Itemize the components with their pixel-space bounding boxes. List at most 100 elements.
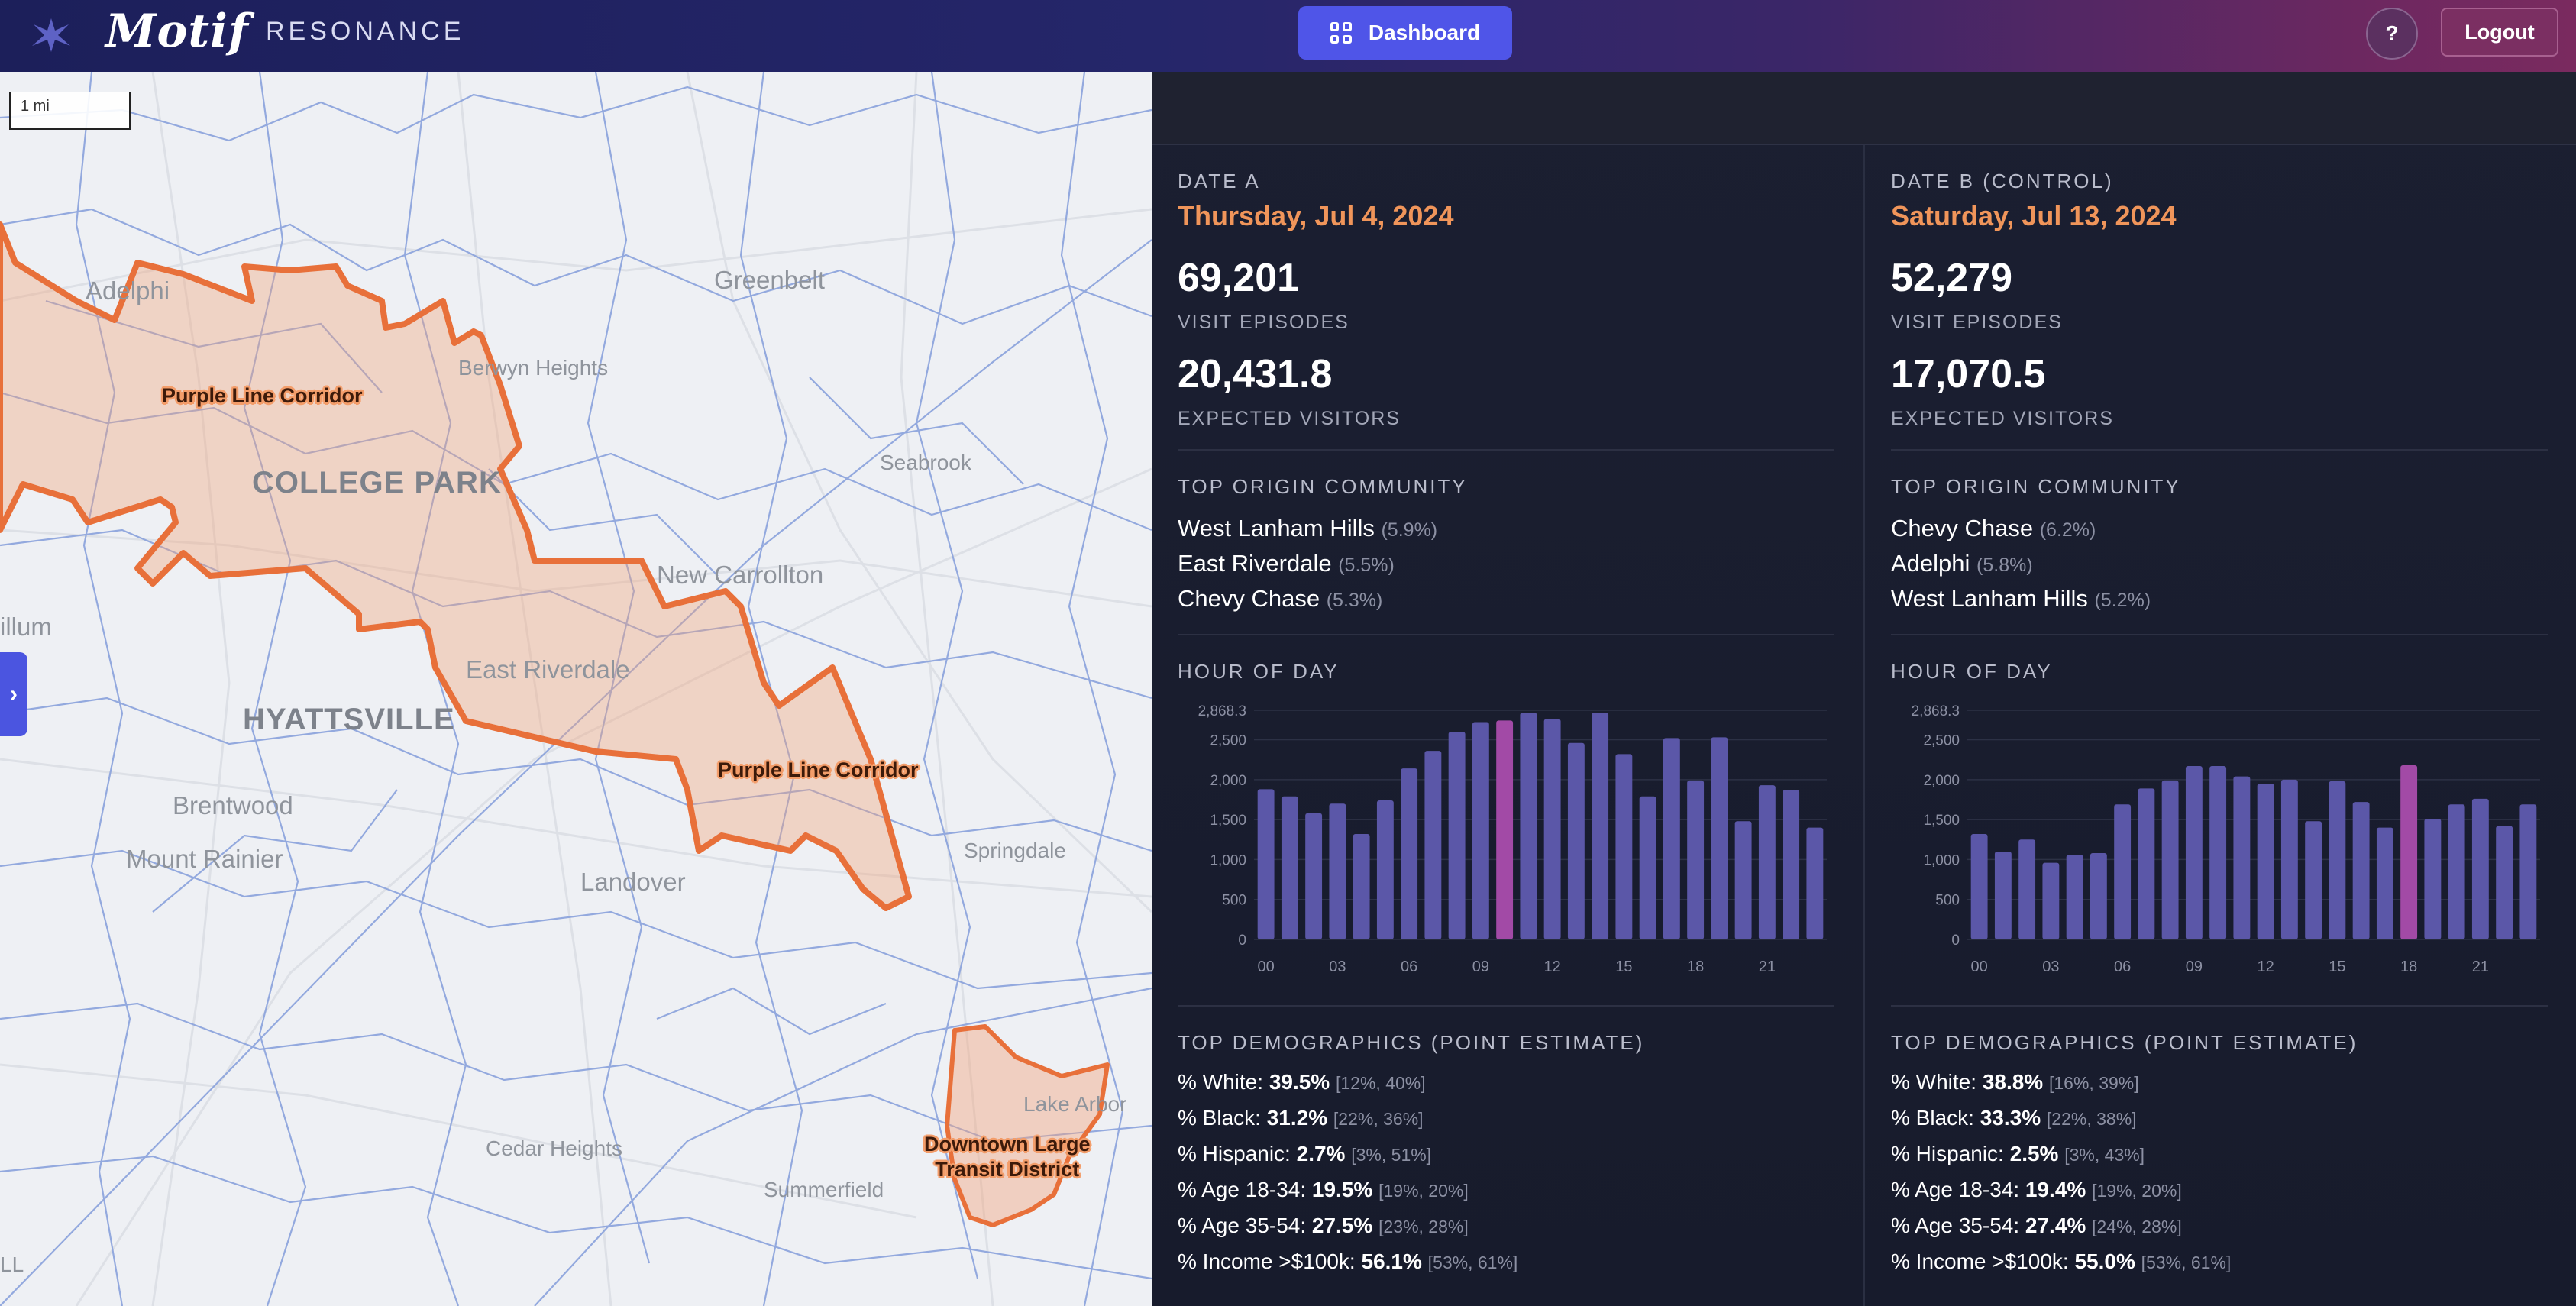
demo-value: 33.3% [1980,1106,2041,1130]
chart-bar[interactable] [1970,833,1988,939]
chart-bar[interactable] [1711,737,1728,939]
chart-bar[interactable] [1734,821,1752,939]
dashboard-button[interactable]: Dashboard [1298,6,1512,60]
help-button[interactable]: ? [2366,8,2418,60]
chart-bar[interactable] [1424,751,1442,939]
dashboard-grid-icon [1330,22,1352,44]
brand-star-icon [32,18,70,52]
map-scale-bar: 1 mi [9,92,131,130]
date-b-visit-episodes: 52,279 [1891,256,2013,300]
chart-bar[interactable] [2090,853,2107,939]
chart-bar[interactable] [2329,781,2346,939]
date-b-date: Saturday, Jul 13, 2024 [1891,200,2177,231]
date-a-visit-episodes-label: VISIT EPISODES [1178,312,1349,333]
chart-x-tick-label: 21 [2472,958,2489,975]
chart-bar[interactable] [1639,796,1656,939]
chart-bar[interactable] [2400,765,2418,939]
demo-row: % Black: 33.3% [22%, 38%] [1891,1101,2231,1136]
chart-bar[interactable] [1592,712,1609,939]
place-lake-arbor: Lake Arbor [1023,1092,1127,1116]
sidebar-toggle-button[interactable]: › [0,652,27,736]
demo-value: 56.1% [1361,1249,1422,1273]
panel-header [1152,72,2576,145]
polygon-label-corridor-1[interactable]: Purple Line Corridor [162,384,363,407]
chart-bar[interactable] [1448,732,1466,939]
chart-bar[interactable] [1281,796,1298,939]
demo-ci: [22%, 36%] [1333,1109,1424,1129]
chart-bar[interactable] [1520,712,1537,939]
demo-ci: [53%, 61%] [1427,1253,1518,1272]
date-b-demographics: % White: 38.8% [16%, 39%] % Black: 33.3%… [1891,1065,2231,1280]
purple-line-corridor-polygon[interactable] [0,221,912,911]
place-berwyn-heights: Berwyn Heights [458,356,609,380]
date-a-origin-title: TOP ORIGIN COMMUNITY [1178,475,1468,498]
demo-label: % Hispanic: [1178,1142,1291,1165]
map-view[interactable]: 1 mi Adelphi Greenbelt Berwyn Heights Se… [0,72,1152,1306]
demo-label: % Hispanic: [1891,1142,2004,1165]
origin-pct: (6.2%) [2039,519,2096,541]
origin-name: East Riverdale [1178,550,1332,577]
chart-y-tick-label: 1,500 [1923,813,1960,829]
chart-bar[interactable] [1496,720,1514,939]
chart-y-tick-label: 0 [1238,933,1246,949]
chart-bar[interactable] [2424,819,2442,939]
chart-bar[interactable] [1806,827,1824,939]
demo-row: % White: 39.5% [12%, 40%] [1178,1065,1517,1101]
origin-item: East Riverdale (5.5%) [1178,547,1437,582]
logout-button[interactable]: Logout [2441,8,2558,57]
demo-ci: [22%, 38%] [2046,1109,2137,1129]
chart-bar[interactable] [1376,800,1394,939]
chart-bar[interactable] [1687,780,1705,939]
date-b-origin-list: Chevy Chase (6.2%) Adelphi (5.8%) West L… [1891,512,2151,617]
chart-y-tick-label: 500 [1222,893,1246,909]
chart-bar[interactable] [2114,804,2132,939]
chart-bar[interactable] [2352,802,2370,939]
chart-y-tick-label: 500 [1935,893,1960,909]
chart-bar[interactable] [2161,780,2179,939]
chart-bar[interactable] [2496,826,2513,939]
chart-x-tick-label: 03 [1329,958,1346,975]
chart-bar[interactable] [2448,804,2465,939]
chart-bar[interactable] [1329,803,1346,939]
chart-bar[interactable] [1758,785,1776,939]
downtown-transit-district-polygon[interactable] [945,1024,1110,1227]
map-canvas[interactable] [0,72,1152,1306]
chart-bar[interactable] [2233,776,2251,939]
chart-bar[interactable] [2471,798,2489,939]
demo-label: % White: [1891,1070,1977,1094]
map-scale-label: 1 mi [21,98,50,115]
polygon-label-downtown-line2: Transit District [935,1158,1080,1181]
chart-bar[interactable] [1567,742,1585,939]
chart-bar[interactable] [2209,766,2227,939]
chart-bar[interactable] [2376,827,2393,939]
chart-bar[interactable] [1401,768,1418,939]
demo-ci: [16%, 39%] [2049,1073,2139,1093]
chart-bar[interactable] [2018,839,2036,939]
chart-bar[interactable] [2042,862,2060,939]
date-a-eyebrow: DATE A [1178,170,1261,192]
origin-pct: (5.8%) [1976,554,2033,576]
chart-bar[interactable] [1783,790,1800,939]
polygon-label-corridor-2[interactable]: Purple Line Corridor [718,758,919,781]
chart-bar[interactable] [1353,833,1370,939]
chart-bar[interactable] [1615,754,1633,939]
chart-bar[interactable] [2257,784,2274,939]
demo-ci: [24%, 28%] [2092,1217,2182,1236]
chart-bar[interactable] [1543,719,1561,939]
chart-x-tick-label: 09 [1472,958,1489,975]
demo-row: % Age 35-54: 27.4% [24%, 28%] [1891,1208,2231,1244]
chart-bar[interactable] [2066,855,2083,939]
chart-bar[interactable] [1663,738,1680,939]
app-logo[interactable]: Motif [105,5,249,58]
place-hyattsville: HYATTSVILLE [243,703,455,736]
chart-bar[interactable] [2305,821,2322,939]
chart-bar[interactable] [1472,722,1489,939]
chart-bar[interactable] [1257,789,1275,939]
chart-bar[interactable] [1994,851,2012,939]
chart-bar[interactable] [2280,779,2298,939]
chart-bar[interactable] [2519,804,2537,939]
polygon-label-downtown[interactable]: Downtown Large Transit District [924,1132,1091,1182]
chart-bar[interactable] [2138,788,2155,939]
chart-bar[interactable] [1305,813,1323,939]
chart-bar[interactable] [2185,766,2203,939]
